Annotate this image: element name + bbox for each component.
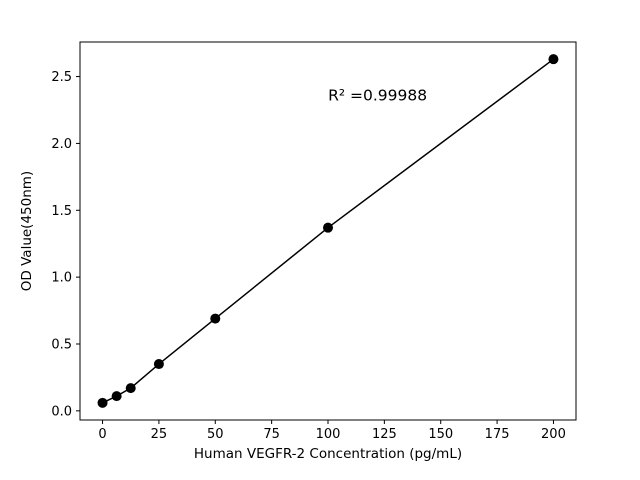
data-point: [323, 222, 333, 233]
data-point: [153, 359, 164, 370]
x-tick-label: 50: [207, 427, 224, 442]
x-tick-label: 200: [541, 427, 566, 442]
x-tick-label: 175: [485, 427, 510, 442]
x-tick-label: 150: [428, 427, 453, 442]
y-tick-label: 2.0: [51, 137, 72, 152]
y-tick-label: 0.0: [51, 404, 72, 419]
data-point: [548, 54, 559, 65]
data-point: [125, 383, 136, 394]
x-tick-label: 125: [372, 427, 397, 442]
data-point: [210, 313, 221, 324]
y-axis-label: OD Value(450nm): [19, 171, 35, 291]
x-tick-label: 25: [151, 427, 168, 442]
x-axis-label: Human VEGFR-2 Concentration (pg/mL): [194, 446, 462, 462]
y-tick-label: 1.0: [51, 271, 72, 286]
x-tick-label: 75: [263, 427, 280, 442]
x-tick-label: 100: [316, 427, 341, 442]
y-tick-label: 1.5: [51, 204, 72, 219]
y-tick-label: 2.5: [51, 70, 72, 85]
y-tick-label: 0.5: [51, 337, 72, 352]
x-tick-label: 0: [98, 427, 106, 442]
data-point: [97, 397, 108, 408]
data-point: [111, 391, 122, 402]
r-squared-annotation: R² =0.99988: [328, 87, 427, 105]
